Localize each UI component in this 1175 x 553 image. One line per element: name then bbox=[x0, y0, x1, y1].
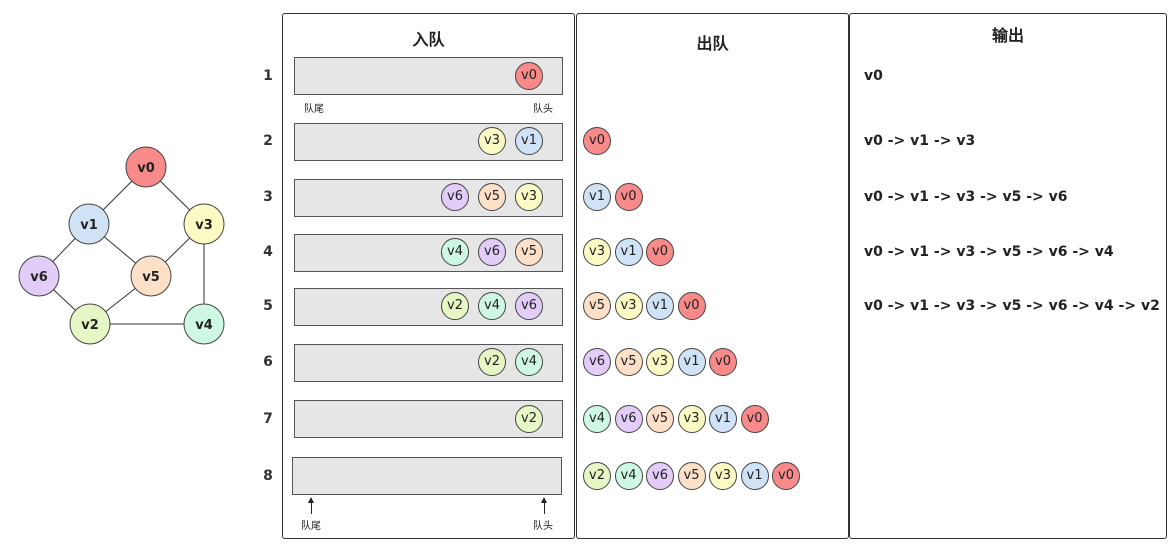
dequeued-node-v5: v5 bbox=[614, 348, 643, 376]
queue-node-v4: v4 bbox=[515, 348, 543, 376]
step-number: 3 bbox=[263, 189, 273, 205]
dequeue-title: 出队 bbox=[696, 34, 729, 53]
dequeued-node-v2: v2 bbox=[583, 462, 611, 490]
output-panel: 输出 bbox=[849, 13, 1167, 539]
svg-text:v2: v2 bbox=[81, 318, 99, 333]
step-number: 8 bbox=[263, 468, 273, 484]
queue-head-label-bottom: 队头 bbox=[533, 521, 553, 532]
dequeued-node-v0: v0 bbox=[772, 462, 800, 490]
output-line: v0 -> v1 -> v3 bbox=[864, 133, 976, 149]
dequeue-panel: 出队 bbox=[576, 13, 849, 539]
svg-text:v6: v6 bbox=[30, 270, 48, 285]
dequeued-node-v6: v6 bbox=[646, 462, 674, 490]
step-number: 6 bbox=[263, 354, 273, 370]
dequeued-node-v1: v1 bbox=[583, 183, 611, 211]
dequeued-node-v0: v0 bbox=[740, 405, 769, 433]
graph-node-v0: v0 bbox=[125, 146, 167, 188]
svg-text:v4: v4 bbox=[195, 318, 213, 333]
dequeued-node-v3: v3 bbox=[709, 462, 737, 490]
dequeued-node-v5: v5 bbox=[677, 462, 706, 490]
dequeued-node-v1: v1 bbox=[740, 462, 769, 490]
dequeued-node-v5: v5 bbox=[646, 405, 674, 433]
dequeued-node-v3: v3 bbox=[583, 238, 611, 266]
output-line: v0 -> v1 -> v3 -> v5 -> v6 -> v4 bbox=[864, 244, 1114, 260]
dequeued-node-v1: v1 bbox=[614, 238, 643, 266]
queue-tail-arrow bbox=[308, 497, 314, 514]
queue-node-v3: v3 bbox=[515, 183, 543, 211]
dequeued-node-v3: v3 bbox=[614, 292, 643, 320]
output-title: 输出 bbox=[991, 26, 1024, 45]
queue-head-label-top: 队头 bbox=[533, 104, 553, 115]
output-line: v0 -> v1 -> v3 -> v5 -> v6 -> v4 -> v2 bbox=[864, 298, 1160, 314]
graph-node-v6: v6 bbox=[18, 255, 60, 297]
graph-node-v1: v1 bbox=[68, 203, 110, 245]
queue-node-v2: v2 bbox=[441, 292, 469, 320]
queue-node-v6: v6 bbox=[515, 292, 543, 320]
graph-node-v3: v3 bbox=[183, 203, 225, 245]
queue-node-v3: v3 bbox=[478, 127, 506, 155]
queue-node-v4: v4 bbox=[441, 238, 469, 266]
dequeued-node-v0: v0 bbox=[614, 183, 643, 211]
dequeued-node-v1: v1 bbox=[709, 405, 737, 433]
dequeued-node-v1: v1 bbox=[677, 348, 706, 376]
queue-node-v5: v5 bbox=[478, 183, 506, 211]
queue-node-v2: v2 bbox=[478, 348, 506, 376]
queue-node-v6: v6 bbox=[478, 238, 506, 266]
enqueue-title: 入队 bbox=[412, 30, 445, 49]
enqueue-panel: 入队 bbox=[282, 13, 575, 539]
queue-box bbox=[292, 457, 562, 495]
dequeued-node-v4: v4 bbox=[583, 405, 611, 433]
svg-text:v1: v1 bbox=[80, 218, 98, 233]
step-number: 1 bbox=[263, 68, 273, 84]
queue-node-v5: v5 bbox=[515, 238, 543, 266]
dequeued-node-v0: v0 bbox=[583, 127, 611, 155]
dequeued-node-v0: v0 bbox=[677, 292, 706, 320]
dequeued-node-v1: v1 bbox=[646, 292, 674, 320]
output-line: v0 -> v1 -> v3 -> v5 -> v6 bbox=[864, 189, 1068, 205]
svg-text:v3: v3 bbox=[195, 218, 213, 233]
queue-node-v0: v0 bbox=[515, 62, 543, 90]
queue-tail-label-bottom: 队尾 bbox=[301, 521, 321, 532]
queue-node-v6: v6 bbox=[441, 183, 469, 211]
queue-tail-label-top: 队尾 bbox=[304, 104, 324, 115]
dequeued-node-v4: v4 bbox=[614, 462, 643, 490]
step-number: 2 bbox=[263, 133, 273, 149]
graph-node-v4: v4 bbox=[183, 303, 225, 345]
queue-node-v2: v2 bbox=[515, 405, 543, 433]
step-number: 4 bbox=[263, 244, 273, 260]
output-line: v0 bbox=[864, 68, 883, 84]
dequeued-node-v3: v3 bbox=[646, 348, 674, 376]
step-number: 5 bbox=[263, 298, 273, 314]
svg-text:v0: v0 bbox=[137, 161, 155, 176]
queue-node-v4: v4 bbox=[478, 292, 506, 320]
dequeued-node-v5: v5 bbox=[583, 292, 611, 320]
dequeued-node-v6: v6 bbox=[614, 405, 643, 433]
graph-node-v5: v5 bbox=[130, 255, 172, 297]
graph-diagram: v0 v1 v3 v6 v5 v2 v4 bbox=[18, 146, 225, 345]
svg-text:v5: v5 bbox=[142, 270, 160, 285]
dequeued-node-v3: v3 bbox=[677, 405, 706, 433]
dequeued-node-v0: v0 bbox=[709, 348, 737, 376]
step-number: 7 bbox=[263, 411, 273, 427]
queue-node-v1: v1 bbox=[515, 127, 543, 155]
dequeued-node-v6: v6 bbox=[583, 348, 611, 376]
graph-node-v2: v2 bbox=[69, 303, 111, 345]
dequeued-node-v0: v0 bbox=[646, 238, 674, 266]
queue-head-arrow bbox=[541, 497, 547, 514]
